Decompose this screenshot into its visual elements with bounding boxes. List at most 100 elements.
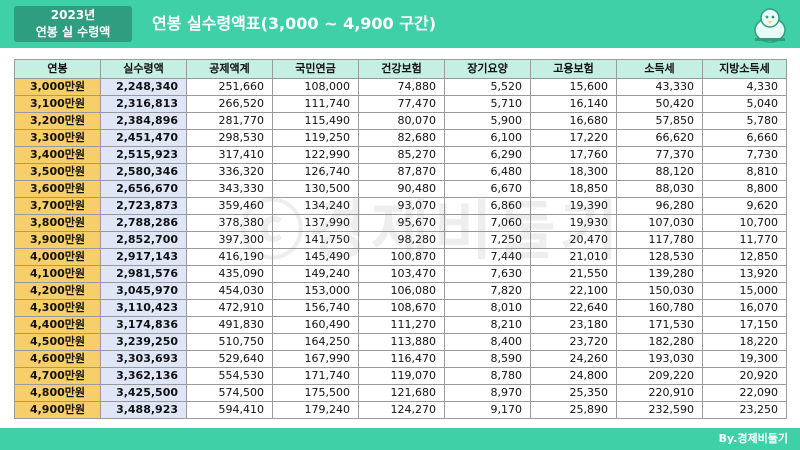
deduction-cell: 454,030: [186, 282, 273, 300]
year-badge: 2023년 연봉 실 수령액: [14, 6, 132, 42]
deduction-cell: 134,240: [272, 197, 359, 215]
table-row: 4,100만원 2,981,576 435,090 149,240 103,470 7,6…: [14, 265, 787, 283]
column-header: 소득세: [616, 59, 703, 79]
salary-cell: 3,500만원: [14, 163, 101, 181]
net-pay-cell: 2,451,470: [100, 129, 187, 147]
column-header: 연봉: [14, 59, 101, 79]
deduction-cell: 17,150: [702, 316, 787, 334]
deduction-cell: 19,930: [530, 214, 617, 232]
deduction-cell: 25,890: [530, 401, 617, 419]
table-row: 4,600만원 3,303,693 529,640 167,990 116,470 8,5…: [14, 350, 787, 368]
deduction-cell: 8,210: [444, 316, 531, 334]
table-row: 3,400만원 2,515,923 317,410 122,990 85,270 6,29…: [14, 146, 787, 164]
deduction-cell: 251,660: [186, 78, 273, 96]
deduction-cell: 156,740: [272, 299, 359, 317]
deduction-cell: 5,780: [702, 112, 787, 130]
salary-cell: 3,200만원: [14, 112, 101, 130]
deduction-cell: 149,240: [272, 265, 359, 283]
deduction-cell: 90,480: [358, 180, 445, 198]
table-row: 3,000만원 2,248,340 251,660 108,000 74,880 5,52…: [14, 78, 787, 96]
deduction-cell: 378,380: [186, 214, 273, 232]
salary-cell: 4,600만원: [14, 350, 101, 368]
net-pay-cell: 3,362,136: [100, 367, 187, 385]
deduction-cell: 8,800: [702, 180, 787, 198]
deduction-cell: 22,090: [702, 384, 787, 402]
deduction-cell: 7,820: [444, 282, 531, 300]
deduction-cell: 116,470: [358, 350, 445, 368]
deduction-cell: 6,670: [444, 180, 531, 198]
deduction-cell: 23,720: [530, 333, 617, 351]
deduction-cell: 130,500: [272, 180, 359, 198]
deduction-cell: 85,270: [358, 146, 445, 164]
net-pay-cell: 2,248,340: [100, 78, 187, 96]
salary-cell: 3,000만원: [14, 78, 101, 96]
deduction-cell: 50,420: [616, 95, 703, 113]
deduction-cell: 20,470: [530, 231, 617, 249]
deduction-cell: 22,640: [530, 299, 617, 317]
deduction-cell: 100,870: [358, 248, 445, 266]
deduction-cell: 9,620: [702, 197, 787, 215]
deduction-cell: 87,870: [358, 163, 445, 181]
column-header: 장기요양: [444, 59, 531, 79]
table-row: 4,300만원 3,110,423 472,910 156,740 108,670 8,0…: [14, 299, 787, 317]
deduction-cell: 95,670: [358, 214, 445, 232]
deduction-cell: 491,830: [186, 316, 273, 334]
table-row: 4,000만원 2,917,143 416,190 145,490 100,870 7,4…: [14, 248, 787, 266]
deduction-cell: 7,250: [444, 231, 531, 249]
deduction-cell: 7,060: [444, 214, 531, 232]
deduction-cell: 416,190: [186, 248, 273, 266]
deduction-cell: 8,780: [444, 367, 531, 385]
deduction-cell: 6,480: [444, 163, 531, 181]
year-label: 2023년: [50, 8, 96, 22]
deduction-cell: 5,040: [702, 95, 787, 113]
net-pay-cell: 2,917,143: [100, 248, 187, 266]
deduction-cell: 150,030: [616, 282, 703, 300]
salary-cell: 3,700만원: [14, 197, 101, 215]
deduction-cell: 139,280: [616, 265, 703, 283]
deduction-cell: 343,330: [186, 180, 273, 198]
net-pay-cell: 2,656,670: [100, 180, 187, 198]
deduction-cell: 128,530: [616, 248, 703, 266]
deduction-cell: 141,750: [272, 231, 359, 249]
salary-cell: 4,700만원: [14, 367, 101, 385]
deduction-cell: 43,330: [616, 78, 703, 96]
deduction-cell: 16,070: [702, 299, 787, 317]
deduction-cell: 220,910: [616, 384, 703, 402]
column-header: 고용보험: [530, 59, 617, 79]
page-title: 연봉 실수령액표(3,000 ~ 4,900 구간): [152, 14, 437, 33]
net-pay-cell: 2,981,576: [100, 265, 187, 283]
table-row: 4,800만원 3,425,500 574,500 175,500 121,680 8,9…: [14, 384, 787, 402]
deduction-cell: 298,530: [186, 129, 273, 147]
deduction-cell: 164,250: [272, 333, 359, 351]
deduction-cell: 103,470: [358, 265, 445, 283]
deduction-cell: 111,740: [272, 95, 359, 113]
deduction-cell: 5,520: [444, 78, 531, 96]
deduction-cell: 77,470: [358, 95, 445, 113]
deduction-cell: 6,290: [444, 146, 531, 164]
bird-mascot-icon: [754, 8, 786, 43]
table-row: 4,200만원 3,045,970 454,030 153,000 106,080 7,8…: [14, 282, 787, 300]
net-pay-cell: 3,488,923: [100, 401, 187, 419]
deduction-cell: 6,860: [444, 197, 531, 215]
table-body: 3,000만원 2,248,340 251,660 108,000 74,880 5,52…: [14, 78, 787, 419]
deduction-cell: 7,440: [444, 248, 531, 266]
salary-cell: 4,200만원: [14, 282, 101, 300]
deduction-cell: 16,140: [530, 95, 617, 113]
deduction-cell: 6,660: [702, 129, 787, 147]
table-row: 3,200만원 2,384,896 281,770 115,490 80,070 5,90…: [14, 112, 787, 130]
salary-cell: 4,900만원: [14, 401, 101, 419]
net-pay-cell: 3,425,500: [100, 384, 187, 402]
deduction-cell: 17,220: [530, 129, 617, 147]
column-header: 건강보험: [358, 59, 445, 79]
deduction-cell: 96,280: [616, 197, 703, 215]
table-header-row: 연봉 실수령액 공제액계 국민연금 건강보험 장기요양 고용보험 소득세 지방소…: [14, 59, 787, 79]
deduction-cell: 17,760: [530, 146, 617, 164]
table-row: 3,900만원 2,852,700 397,300 141,750 98,280 7,25…: [14, 231, 787, 249]
deduction-cell: 106,080: [358, 282, 445, 300]
deduction-cell: 209,220: [616, 367, 703, 385]
net-pay-cell: 2,852,700: [100, 231, 187, 249]
deduction-cell: 111,270: [358, 316, 445, 334]
deduction-cell: 24,800: [530, 367, 617, 385]
deduction-cell: 119,250: [272, 129, 359, 147]
deduction-cell: 160,490: [272, 316, 359, 334]
